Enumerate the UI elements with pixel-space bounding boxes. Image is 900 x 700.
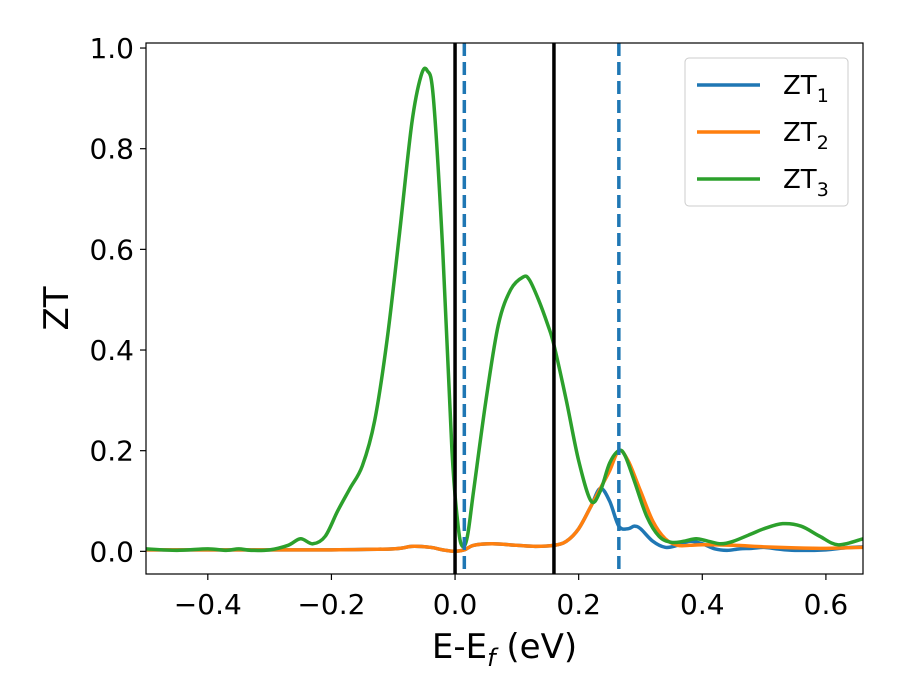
- y-tick-label: 0.2: [89, 435, 134, 468]
- x-axis-label-suffix: (eV): [496, 627, 578, 667]
- x-axis-ticks: −0.4 −0.2 0.0 0.2 0.4 0.6: [174, 574, 848, 621]
- y-tick-label: 0.4: [89, 334, 134, 367]
- legend-label-zt3: ZT3: [783, 165, 829, 201]
- y-tick-label: 0.6: [89, 233, 134, 266]
- plot-frame: [145, 42, 864, 575]
- series-line-zt1: [146, 486, 863, 554]
- x-axis-label: E-Ef (eV): [432, 627, 577, 672]
- y-tick-label: 0.8: [89, 133, 134, 166]
- legend-label-main: ZT: [783, 71, 817, 101]
- x-tick-label: 0.2: [556, 588, 601, 621]
- y-tick-label: 0.0: [89, 535, 134, 568]
- x-axis-label-main: E-E: [432, 627, 487, 667]
- x-tick-label: −0.4: [174, 588, 242, 621]
- legend-label-zt1: ZT1: [783, 71, 829, 107]
- y-axis-ticks: 0.0 0.2 0.4 0.6 0.8 1.0: [89, 32, 146, 568]
- legend-label-zt2: ZT2: [783, 118, 829, 154]
- x-tick-label: 0.0: [433, 588, 478, 621]
- legend-box: [684, 57, 849, 207]
- legend-label-sub: 2: [817, 132, 829, 154]
- legend-label-main: ZT: [783, 118, 817, 148]
- legend-label-sub: 3: [817, 179, 829, 201]
- x-tick-label: 0.6: [804, 588, 849, 621]
- legend-label-main: ZT: [783, 165, 817, 195]
- reference-vlines: [453, 43, 621, 574]
- series-line-zt2: [146, 448, 863, 554]
- x-tick-label: 0.4: [680, 588, 725, 621]
- series-line-zt3: [146, 66, 863, 553]
- series-lines: [146, 66, 863, 554]
- legend-label-sub: 1: [817, 85, 829, 107]
- y-tick-label: 1.0: [89, 32, 134, 65]
- x-tick-label: −0.2: [297, 588, 365, 621]
- y-axis-label: ZT: [37, 286, 77, 330]
